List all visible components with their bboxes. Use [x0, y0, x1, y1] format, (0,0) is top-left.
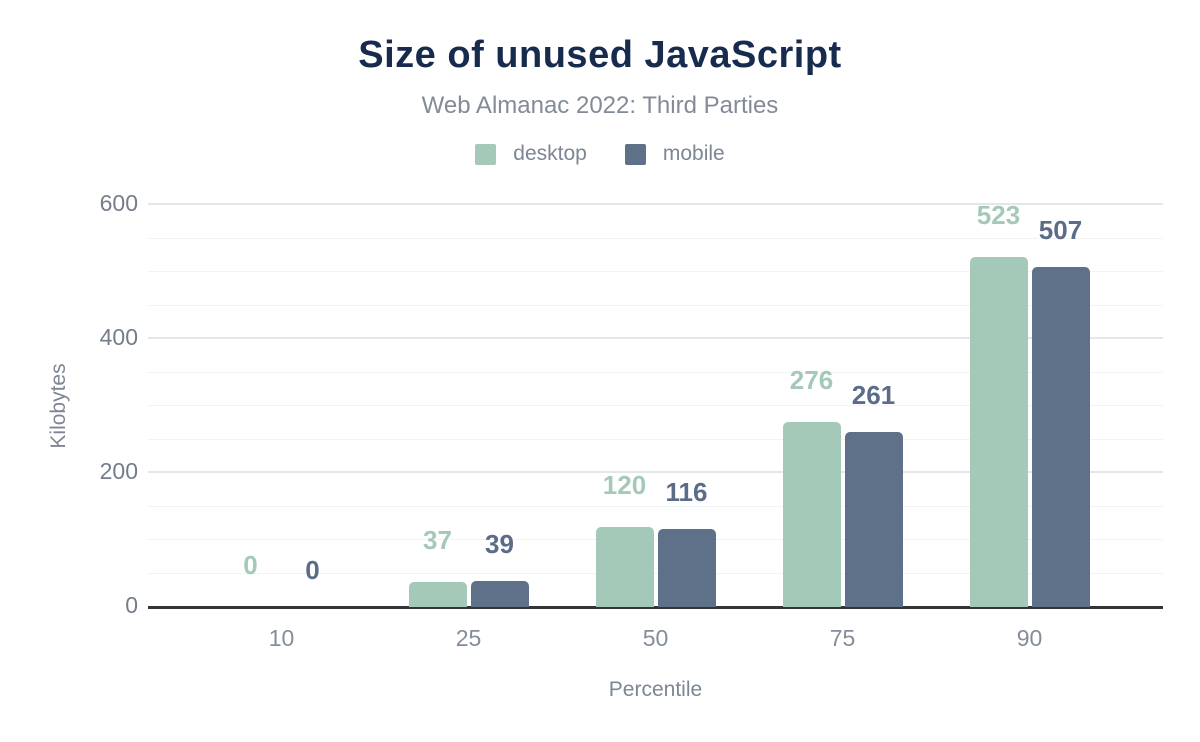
gridline-minor-150 — [148, 505, 1163, 507]
bar-desktop-p75[interactable] — [782, 422, 841, 607]
gridline-major-200 — [148, 471, 1163, 473]
chart-subtitle: Web Almanac 2022: Third Parties — [421, 92, 779, 119]
x-tick-50: 50 — [642, 625, 669, 651]
bar-mobile-p50[interactable] — [657, 529, 716, 607]
x-axis-title: Percentile — [608, 678, 703, 701]
gridline-minor-500 — [148, 271, 1163, 272]
legend-item-desktop: desktop — [475, 142, 587, 166]
legend-label-mobile: mobile — [662, 142, 725, 165]
x-axis-line — [148, 606, 1163, 609]
y-tick-400: 400 — [99, 324, 138, 350]
bar-value-desktop-p75: 276 — [789, 365, 834, 396]
y-tick-600: 600 — [99, 190, 138, 216]
legend-item-mobile: mobile — [624, 142, 725, 166]
bar-desktop-p90[interactable] — [969, 256, 1028, 607]
legend-label-desktop: desktop — [513, 142, 587, 165]
bar-mobile-p90[interactable] — [1031, 267, 1090, 607]
bar-value-mobile-p50: 116 — [665, 477, 708, 508]
gridline-minor-350 — [148, 371, 1163, 373]
gridline-major-400 — [148, 337, 1163, 339]
x-tick-75: 75 — [829, 625, 856, 651]
legend: desktop mobile — [0, 142, 1200, 166]
gridline-minor-50 — [148, 572, 1163, 574]
y-tick-0: 0 — [125, 592, 138, 618]
bar-desktop-p25[interactable] — [408, 582, 467, 607]
gridline-minor-300 — [148, 405, 1163, 406]
plot-area: 0 200 400 600 0 0 37 39 120 116 276 261 523 507 — [100, 192, 1163, 617]
legend-swatch-mobile-icon — [624, 143, 646, 165]
bar-value-mobile-p10: 0 — [305, 555, 320, 585]
bar-value-mobile-p75: 261 — [851, 380, 896, 411]
gridline-minor-100 — [148, 539, 1163, 540]
bar-mobile-p25[interactable] — [470, 580, 529, 607]
bar-value-desktop-p50: 120 — [602, 469, 647, 500]
bar-value-desktop-p10: 0 — [243, 550, 258, 580]
bar-value-mobile-p90: 507 — [1038, 215, 1083, 246]
x-tick-90: 90 — [1016, 625, 1043, 651]
bar-value-desktop-p25: 37 — [423, 525, 452, 556]
x-tick-25: 25 — [455, 625, 482, 651]
y-axis-title: Kilobytes — [47, 363, 70, 449]
x-tick-10: 10 — [268, 625, 295, 651]
gridline-minor-450 — [148, 304, 1163, 306]
legend-swatch-desktop-icon — [475, 143, 497, 165]
bar-mobile-p75[interactable] — [844, 432, 903, 607]
gridline-minor-550 — [148, 237, 1163, 239]
chart-title: Size of unused JavaScript — [358, 34, 842, 76]
y-tick-200: 200 — [99, 458, 138, 484]
gridline-major-600 — [148, 203, 1163, 205]
bar-value-desktop-p90: 523 — [976, 199, 1021, 230]
gridline-minor-250 — [148, 438, 1163, 440]
bar-value-mobile-p25: 39 — [485, 528, 514, 559]
bar-desktop-p50[interactable] — [595, 526, 654, 607]
